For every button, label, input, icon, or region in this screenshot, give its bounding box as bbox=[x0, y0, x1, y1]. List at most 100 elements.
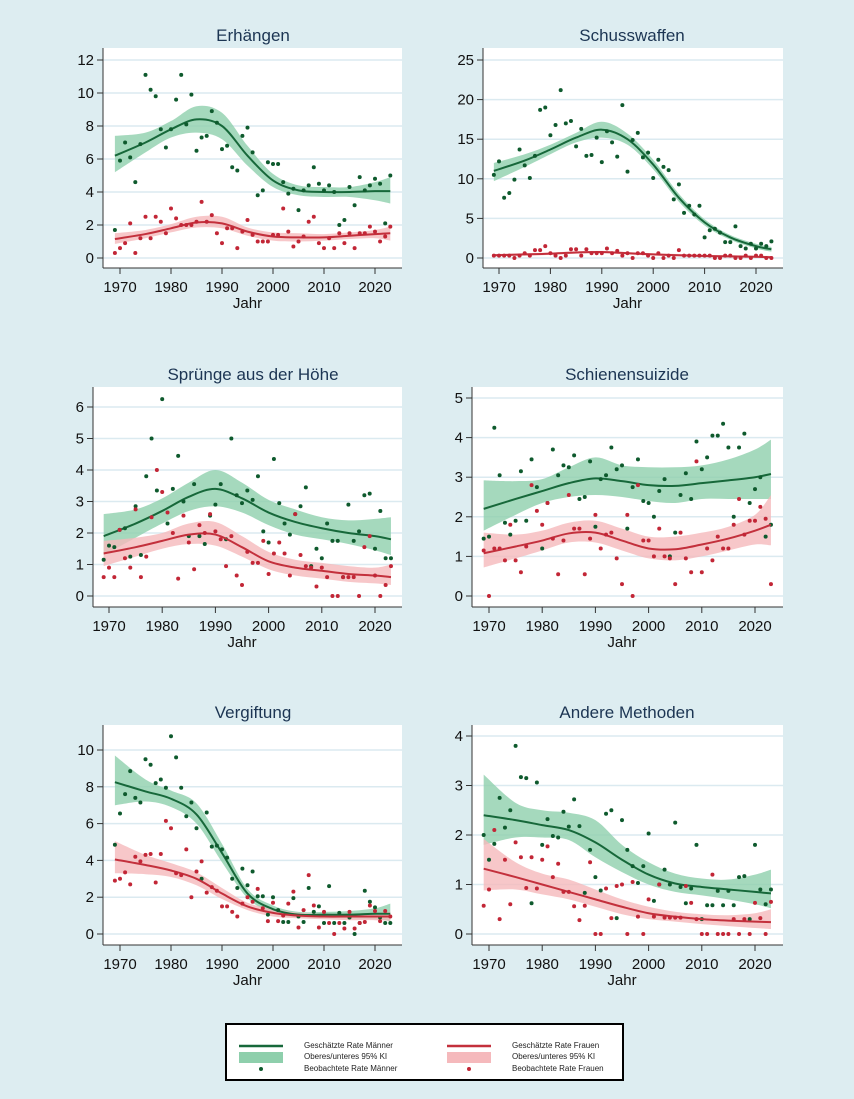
men-ci-band bbox=[483, 439, 771, 531]
women-observed-point bbox=[107, 565, 111, 570]
women-observed-point bbox=[327, 920, 332, 925]
men-observed-point bbox=[502, 195, 507, 200]
women-observed-point bbox=[657, 882, 662, 887]
women-observed-point bbox=[117, 527, 122, 532]
men-observed-point bbox=[707, 228, 712, 233]
men-observed-point bbox=[577, 824, 582, 829]
men-observed-point bbox=[748, 241, 753, 246]
men-observed-point bbox=[250, 497, 255, 502]
men-observed-point bbox=[682, 210, 687, 215]
men-observed-point bbox=[538, 107, 543, 112]
women-observed-point bbox=[362, 920, 367, 925]
men-observed-point bbox=[362, 493, 367, 498]
women-observed-point bbox=[524, 885, 529, 890]
men-observed-point bbox=[769, 239, 774, 244]
men-observed-point bbox=[678, 493, 683, 498]
men-observed-point bbox=[614, 467, 619, 472]
women-observed-point bbox=[769, 256, 774, 260]
x-tick-label: 2000 bbox=[632, 618, 665, 635]
women-observed-point bbox=[367, 903, 372, 908]
x-tick-label: 1980 bbox=[146, 618, 179, 635]
women-observed-point bbox=[598, 932, 603, 936]
women-observed-point bbox=[276, 919, 281, 924]
y-tick-label: 2 bbox=[86, 217, 94, 234]
men-observed-point bbox=[342, 218, 347, 223]
men-observed-point bbox=[101, 557, 106, 562]
men-observed-point bbox=[646, 150, 651, 155]
women-observed-point bbox=[529, 855, 534, 860]
men-observed-point bbox=[513, 518, 518, 523]
women-observed-point bbox=[497, 546, 502, 551]
women-observed-point bbox=[604, 246, 609, 251]
women-observed-point bbox=[255, 560, 260, 565]
women-observed-point bbox=[487, 887, 491, 892]
x-tick-label: 1990 bbox=[199, 618, 232, 635]
men-observed-point bbox=[301, 188, 306, 193]
men-observed-point bbox=[651, 176, 656, 181]
women-observed-point bbox=[508, 902, 513, 907]
men-observed-point bbox=[721, 421, 726, 426]
women-observed-point bbox=[174, 871, 179, 876]
women-observed-point bbox=[335, 594, 340, 598]
men-ci-band bbox=[103, 470, 391, 556]
men-observed-point bbox=[122, 526, 127, 531]
women-observed-point bbox=[715, 534, 720, 539]
women-observed-point bbox=[352, 926, 357, 931]
women-observed-point bbox=[759, 253, 764, 258]
women-observed-point bbox=[508, 522, 513, 527]
men-observed-point bbox=[759, 241, 764, 246]
women-observed-point bbox=[527, 253, 532, 258]
x-tick-label: 2020 bbox=[358, 279, 391, 296]
women-observed-point bbox=[561, 889, 566, 894]
women-observed-point bbox=[158, 219, 163, 224]
men-observed-point bbox=[625, 526, 630, 531]
women-observed-point bbox=[726, 932, 731, 936]
y-tick-label: 0 bbox=[76, 588, 84, 605]
women-observed-point bbox=[250, 232, 255, 237]
women-observed-point bbox=[293, 512, 298, 517]
women-observed-point bbox=[712, 256, 717, 260]
men-observed-point bbox=[502, 825, 507, 830]
men-observed-point bbox=[508, 532, 513, 537]
women-observed-point bbox=[357, 231, 362, 236]
men-observed-point bbox=[230, 876, 235, 881]
y-tick-label: 1 bbox=[76, 557, 84, 574]
men-observed-point bbox=[143, 72, 148, 77]
men-observed-point bbox=[737, 875, 742, 880]
men-observed-point bbox=[229, 436, 234, 441]
women-observed-point bbox=[683, 556, 688, 561]
men-observed-point bbox=[604, 473, 609, 478]
legend-men-ci-label: Oberes/unteres 95% KI bbox=[304, 1052, 387, 1061]
women-observed-point bbox=[332, 246, 337, 251]
x-tick-label: 2000 bbox=[256, 956, 289, 973]
women-observed-point bbox=[710, 558, 715, 563]
men-observed-point bbox=[615, 154, 620, 159]
women-observed-point bbox=[614, 883, 619, 888]
women-observed-point bbox=[179, 223, 184, 227]
y-tick-label: 5 bbox=[466, 210, 474, 227]
women-observed-point bbox=[594, 251, 599, 256]
men-observed-point bbox=[282, 521, 287, 526]
men-observed-point bbox=[753, 487, 757, 492]
women-observed-point bbox=[153, 880, 158, 885]
women-observed-point bbox=[286, 901, 291, 906]
men-observed-point bbox=[620, 103, 625, 108]
men-observed-point bbox=[545, 817, 550, 822]
women-observed-point bbox=[265, 919, 270, 924]
women-observed-point bbox=[609, 530, 614, 535]
men-observed-point bbox=[123, 792, 128, 797]
women-observed-point bbox=[604, 532, 609, 537]
men-observed-point bbox=[763, 534, 768, 539]
men-observed-point bbox=[255, 894, 260, 899]
women-observed-point bbox=[373, 909, 377, 913]
women-observed-point bbox=[378, 239, 383, 244]
men-observed-point bbox=[260, 894, 265, 899]
men-observed-point bbox=[138, 142, 143, 147]
men-observed-point bbox=[561, 809, 566, 814]
x-tick-label: 1970 bbox=[482, 279, 515, 296]
women-observed-point bbox=[620, 582, 624, 587]
men-observed-point bbox=[277, 501, 282, 506]
men-observed-point bbox=[306, 886, 311, 890]
men-observed-point bbox=[630, 137, 635, 142]
y-tick-label: 6 bbox=[86, 816, 94, 833]
